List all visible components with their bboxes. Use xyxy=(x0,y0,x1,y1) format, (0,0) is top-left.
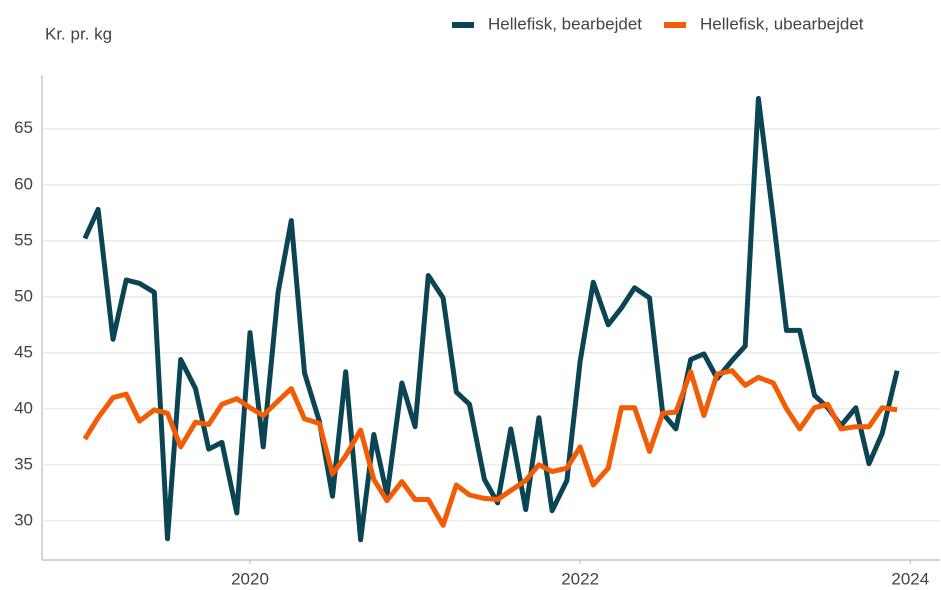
y-tick-label: 55 xyxy=(14,230,33,249)
y-tick-label: 40 xyxy=(14,398,33,417)
x-tick-label: 2020 xyxy=(231,569,269,588)
y-tick-label: 50 xyxy=(14,286,33,305)
series-line xyxy=(82,96,900,543)
y-axis-label: Kr. pr. kg xyxy=(45,24,112,43)
series-line xyxy=(82,368,898,528)
legend-label: Hellefisk, ubearbejdet xyxy=(700,14,864,33)
y-tick-label: 45 xyxy=(14,342,33,361)
y-tick-label: 60 xyxy=(14,174,33,193)
y-tick-label: 35 xyxy=(14,454,33,473)
legend-label: Hellefisk, bearbejdet xyxy=(488,14,642,33)
y-tick-label: 65 xyxy=(14,118,33,137)
x-tick-label: 2022 xyxy=(561,569,599,588)
x-tick-label: 2024 xyxy=(891,569,929,588)
y-tick-label: 30 xyxy=(14,510,33,529)
